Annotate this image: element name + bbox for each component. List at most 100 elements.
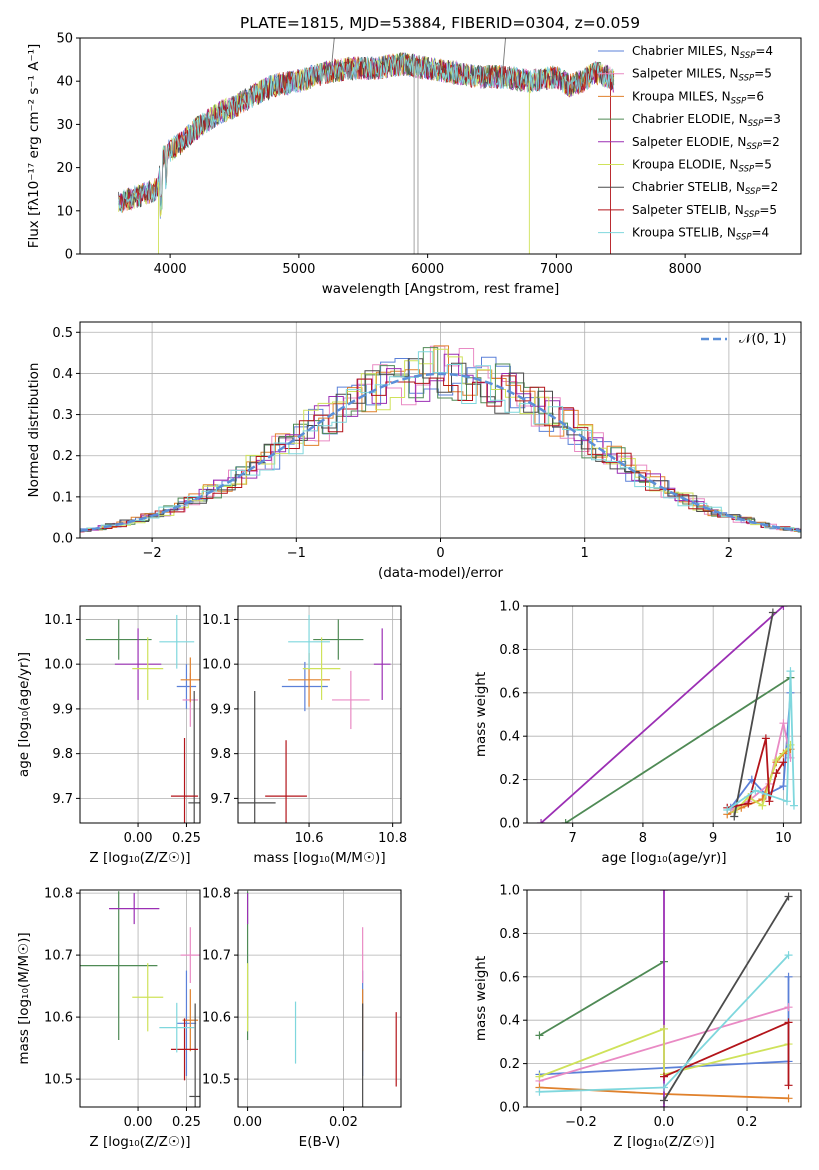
axes-frame [79,889,201,1108]
gaussian-curve [80,372,801,533]
weight-line [663,1021,790,1086]
weight-point [772,756,781,765]
x-axis-label: Z [log₁₀(Z/Z☉)] [613,1134,714,1150]
y-tick-label: 0.2 [499,773,520,788]
histogram-step [80,345,801,532]
y-tick-label: 10.8 [202,887,231,902]
axes-frame [79,321,802,539]
weight-line [663,896,790,1101]
y-tick-label: 10.5 [44,1073,73,1088]
y-tick-label: 10.7 [202,949,231,964]
weight-point [782,797,791,806]
legend-label: Kroupa ELODIE, NSSP=5 [632,158,772,175]
panel-weights-vs-Z: −0.2 0.0 0.2 0.0 0.2 0.4 0.6 0.8 1.0 Z [log₁₀(Z/Z… [473,884,802,1150]
legend-label: Salpeter MILES, NSSP=5 [632,67,772,84]
plot-area [246,891,397,1107]
x-axis-label: E(B-V) [299,1134,341,1150]
x-tick-label: 10 [775,831,792,846]
y-tick-label: 10 [56,204,73,219]
figure-title: PLATE=1815, MJD=53884, FIBERID=0304, z=0… [240,14,640,32]
gridlines [527,605,801,824]
y-tick-label: 0.6 [499,970,520,985]
weight-point [786,667,795,676]
y-axis-label: Flux [fλ10⁻¹⁷ erg cm⁻² s⁻¹ A⁻¹] [26,44,42,249]
weight-point [784,1094,793,1103]
histogram-step [80,348,801,532]
panel-age-vs-Z: 0.00 0.25 9.7 9.8 9.9 10.0 10.1 Z [log₁₀(Z/Z☉)]… [16,605,201,866]
x-axis-label: Z [log₁₀(Z/Z☉)] [89,1134,190,1150]
y-tick-label: 10.1 [202,613,231,628]
x-tick-label: 8 [639,831,647,846]
x-tick-label: 0.25 [172,1115,201,1130]
axes-frame [79,605,201,824]
y-tick-label: 0.8 [499,927,520,942]
weight-line [539,960,665,1037]
plot-area [537,606,798,823]
weight-point [784,892,793,901]
x-tick-label: 6000 [411,262,444,277]
y-tick-label: 9.9 [52,702,73,717]
y-tick-label: 1.0 [499,600,520,615]
weight-point [660,1096,668,1105]
y-tick-label: 0.4 [499,1014,520,1029]
axes-frame [79,37,802,255]
legend-label: Salpeter ELODIE, NSSP=2 [632,135,780,152]
y-tick-label: 0.0 [499,817,520,832]
panel-mass-vs-Z: 0.00 0.25 10.5 10.6 10.7 10.8 Z [log₁₀(Z/Z☉)] m… [16,887,201,1150]
weight-line [733,612,774,817]
plot-area [118,38,615,254]
y-tick-label: 40 [56,75,73,90]
legend-label: Kroupa MILES, NSSP=6 [632,89,764,106]
weight-point [744,799,753,808]
y-tick-label: 0.0 [499,1101,520,1116]
x-tick-label: −1 [287,546,306,561]
legend-label: Kroupa STELIB, NSSP=4 [632,226,769,243]
legend-label: Chabrier ELODIE, NSSP=3 [632,112,781,129]
spectrum-spike [501,38,506,77]
weight-point [660,1083,668,1092]
x-tick-label: 0.00 [124,1115,153,1130]
y-tick-label: 0.1 [52,490,73,505]
x-tick-label: 8000 [669,262,702,277]
gridlines [80,890,200,1107]
weight-point [730,812,739,821]
panel-residuals: −2 −1 0 1 2 0.0 0.1 0.2 0.3 0.4 0.5 (data-model)/er… [26,321,802,581]
y-tick-label: 20 [56,161,73,176]
y-tick-label: 9.8 [52,747,73,762]
x-tick-label: 4000 [154,262,187,277]
plot-area [535,890,793,1107]
weight-point [537,819,546,823]
axes-frame [526,889,802,1108]
x-axis-label: (data-model)/error [378,565,504,581]
weight-point [765,797,774,806]
weight-line [540,606,785,823]
x-tick-label: 0.00 [124,831,153,846]
histogram-step [80,358,801,532]
gridlines [238,890,401,1107]
x-tick-label: 2 [725,546,733,561]
y-axis-label: mass weight [473,956,489,1041]
histogram-step [80,351,801,532]
panels: 4000 5000 6000 7000 800001020304050wavelengt… [16,32,802,1150]
weight-point [784,1003,793,1012]
y-tick-label: 9.7 [52,792,73,807]
x-tick-label: 0.2 [737,1115,758,1130]
x-tick-label: 0.00 [233,1115,262,1130]
y-tick-label: 1.0 [499,884,520,899]
gridlines [238,606,401,823]
y-tick-label: 10.0 [44,658,73,673]
weight-point [535,1087,544,1096]
weight-point [751,786,760,795]
legend-label: Chabrier STELIB, NSSP=2 [632,180,778,197]
weight-point [784,951,793,960]
weight-point [535,1031,544,1040]
x-tick-label: 10.6 [295,831,324,846]
weight-point [784,1081,793,1090]
panel-spectrum: 4000 5000 6000 7000 8000 0 10 20 30 40 50 wavelengt… [26,32,802,297]
x-tick-label: −0.2 [565,1115,597,1130]
spectrum-spike [330,38,335,72]
axes-frame [237,889,402,1108]
x-axis-label: mass [log₁₀(M/M☉)] [253,850,385,866]
x-tick-label: 5000 [282,262,315,277]
